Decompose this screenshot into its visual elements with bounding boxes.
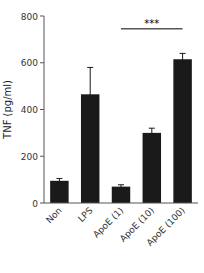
y-axis-line [44, 16, 45, 203]
error-bar [118, 185, 124, 189]
error-line [151, 128, 152, 137]
error-cap [180, 53, 186, 54]
error-cap [180, 65, 186, 66]
error-bar [87, 67, 93, 121]
y-tick-label: 400 [21, 105, 38, 115]
y-tick-label: 200 [21, 152, 38, 162]
x-tick-label: LPS [76, 205, 95, 224]
error-bar [56, 178, 62, 183]
error-cap [149, 137, 155, 138]
error-bar [149, 128, 155, 137]
y-ticks: 0 200 400 600 800 [21, 12, 44, 209]
y-tick [40, 109, 44, 110]
y-tick-label: 800 [21, 12, 38, 22]
error-cap [149, 128, 155, 129]
significance-text: *** [144, 18, 159, 29]
x-tick-labels: NonLPSApoE (1)ApoE (10)ApoE (100) [44, 205, 187, 248]
chart-container: 0200400600800TNF (pg/ml)NonLPSApoE (1)Ap… [0, 0, 204, 273]
error-cap [87, 67, 93, 68]
error-cap [118, 188, 124, 189]
bar [173, 59, 191, 203]
error-line [90, 67, 91, 121]
error-cap [56, 178, 62, 179]
bar [50, 181, 68, 203]
y-tick [40, 16, 44, 17]
x-tick-label: Non [44, 205, 64, 225]
bar [143, 133, 161, 203]
y-tick-label: 600 [21, 58, 38, 68]
error-cap [56, 183, 62, 184]
y-tick [40, 62, 44, 63]
y-axis-label: TNF (pg/ml) [2, 80, 13, 140]
chart-svg: 0200400600800TNF (pg/ml)NonLPSApoE (1)Ap… [0, 0, 204, 273]
y-tick-label: 0 [32, 199, 38, 209]
error-cap [87, 121, 93, 122]
x-axis-line [44, 203, 198, 204]
y-tick [40, 156, 44, 157]
bar [112, 187, 130, 203]
error-line [121, 185, 122, 189]
error-cap [118, 184, 124, 185]
y-tick [40, 203, 44, 204]
error-line [59, 178, 60, 183]
bars [50, 53, 192, 203]
error-bar [180, 53, 186, 65]
error-line [182, 53, 183, 65]
x-tick-label: ApoE (100) [144, 205, 187, 248]
